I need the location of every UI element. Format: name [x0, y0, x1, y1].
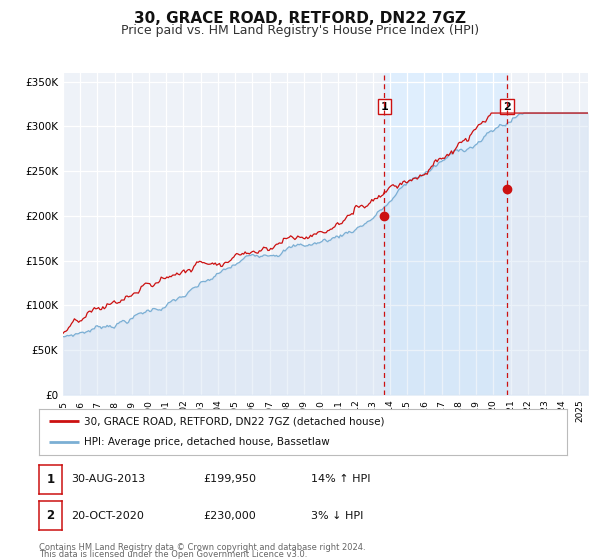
Text: Price paid vs. HM Land Registry's House Price Index (HPI): Price paid vs. HM Land Registry's House …: [121, 24, 479, 36]
Text: This data is licensed under the Open Government Licence v3.0.: This data is licensed under the Open Gov…: [39, 550, 307, 559]
Text: 20-OCT-2020: 20-OCT-2020: [71, 511, 143, 521]
Text: Contains HM Land Registry data © Crown copyright and database right 2024.: Contains HM Land Registry data © Crown c…: [39, 543, 365, 552]
Bar: [384, 73, 507, 395]
Text: 1: 1: [46, 473, 55, 486]
Text: 1: 1: [380, 101, 388, 111]
Text: 30-AUG-2013: 30-AUG-2013: [71, 474, 145, 484]
Text: £230,000: £230,000: [203, 511, 256, 521]
Text: 30, GRACE ROAD, RETFORD, DN22 7GZ (detached house): 30, GRACE ROAD, RETFORD, DN22 7GZ (detac…: [84, 416, 385, 426]
Text: 30, GRACE ROAD, RETFORD, DN22 7GZ: 30, GRACE ROAD, RETFORD, DN22 7GZ: [134, 11, 466, 26]
Text: 14% ↑ HPI: 14% ↑ HPI: [311, 474, 370, 484]
Text: 3% ↓ HPI: 3% ↓ HPI: [311, 511, 363, 521]
Text: 2: 2: [46, 509, 55, 522]
Text: 2: 2: [503, 101, 511, 111]
Text: £199,950: £199,950: [203, 474, 256, 484]
Text: HPI: Average price, detached house, Bassetlaw: HPI: Average price, detached house, Bass…: [84, 437, 329, 447]
